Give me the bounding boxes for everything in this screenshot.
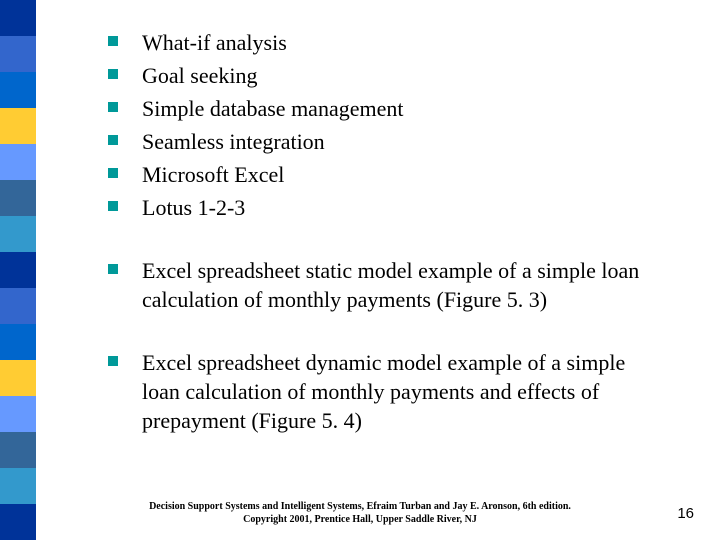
square-bullet-icon xyxy=(108,168,118,178)
sidebar-block xyxy=(0,288,36,324)
sidebar-block xyxy=(0,360,36,396)
footer-line-1: Decision Support Systems and Intelligent… xyxy=(0,501,720,514)
square-bullet-icon xyxy=(108,135,118,145)
list-item-text: Microsoft Excel xyxy=(142,160,284,189)
square-bullet-icon xyxy=(108,69,118,79)
list-item: Microsoft Excel xyxy=(108,160,668,189)
sidebar-block xyxy=(0,396,36,432)
sidebar-block xyxy=(0,0,36,36)
sidebar-block xyxy=(0,432,36,468)
slide-content: What-if analysis Goal seeking Simple datab… xyxy=(108,28,668,439)
list-item: Simple database management xyxy=(108,94,668,123)
sidebar-block xyxy=(0,72,36,108)
list-item-text: What-if analysis xyxy=(142,28,287,57)
list-item: Seamless integration xyxy=(108,127,668,156)
list-item: Excel spreadsheet static model example o… xyxy=(108,256,668,314)
list-item-text: Lotus 1-2-3 xyxy=(142,193,245,222)
sidebar-block xyxy=(0,180,36,216)
sidebar-block xyxy=(0,108,36,144)
sidebar-block xyxy=(0,36,36,72)
list-item-text: Simple database management xyxy=(142,94,403,123)
square-bullet-icon xyxy=(108,264,118,274)
list-item: Goal seeking xyxy=(108,61,668,90)
square-bullet-icon xyxy=(108,356,118,366)
square-bullet-icon xyxy=(108,201,118,211)
sidebar-block xyxy=(0,468,36,504)
list-item-text: Excel spreadsheet static model example o… xyxy=(142,256,668,314)
sidebar-block xyxy=(0,252,36,288)
sidebar-block xyxy=(0,216,36,252)
list-item-text: Excel spreadsheet dynamic model example … xyxy=(142,348,668,435)
list-item-text: Goal seeking xyxy=(142,61,257,90)
list-item: What-if analysis xyxy=(108,28,668,57)
square-bullet-icon xyxy=(108,36,118,46)
page-number: 16 xyxy=(677,505,694,522)
sidebar-accent xyxy=(0,0,36,540)
footer-line-2: Copyright 2001, Prentice Hall, Upper Sad… xyxy=(0,514,720,527)
sidebar-block xyxy=(0,324,36,360)
footer-citation: Decision Support Systems and Intelligent… xyxy=(0,501,720,526)
list-item-text: Seamless integration xyxy=(142,127,325,156)
square-bullet-icon xyxy=(108,102,118,112)
sidebar-block xyxy=(0,144,36,180)
list-item: Excel spreadsheet dynamic model example … xyxy=(108,348,668,435)
list-item: Lotus 1-2-3 xyxy=(108,193,668,222)
